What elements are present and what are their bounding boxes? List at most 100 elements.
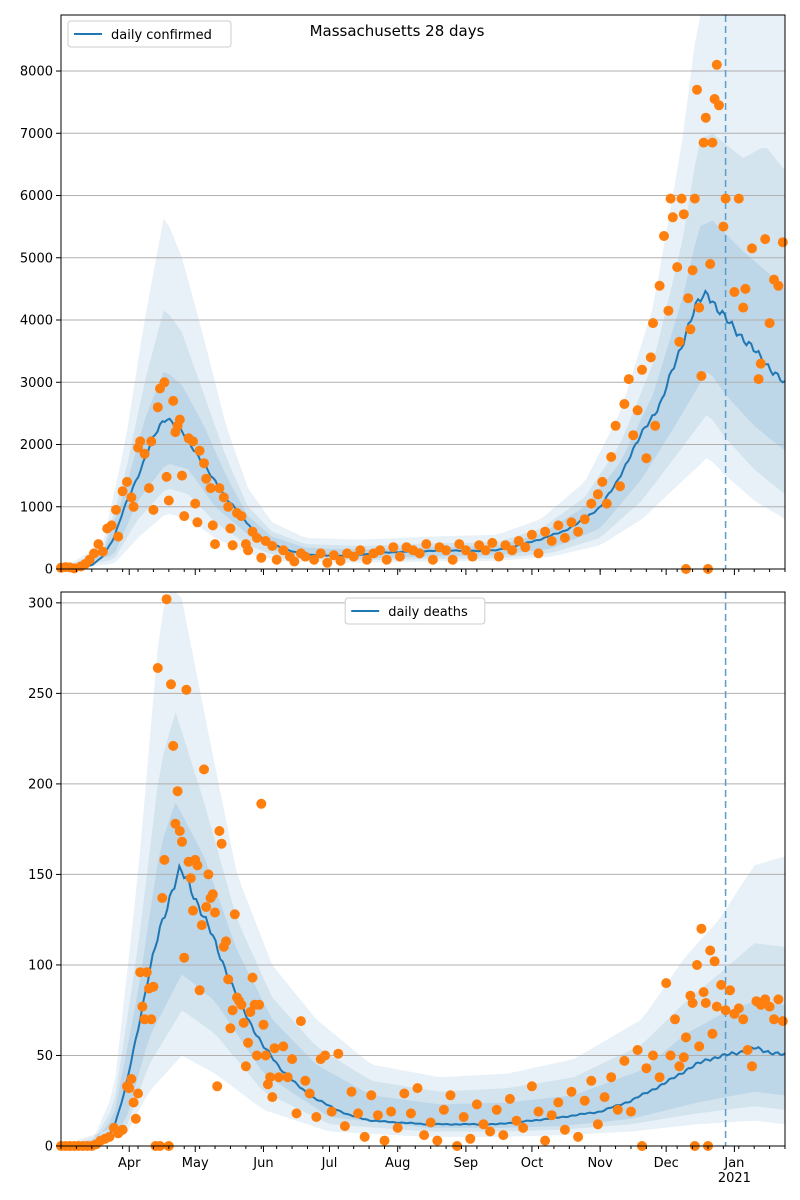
data-point xyxy=(394,551,405,562)
confirmed-y-axis: 0 1000 2000 3000 4000 5000 6000 7000 8000 xyxy=(20,65,61,578)
data-point xyxy=(487,537,498,548)
data-point xyxy=(194,445,205,456)
data-point xyxy=(427,554,438,565)
data-point xyxy=(392,1122,403,1133)
y-tick-label: 3000 xyxy=(20,376,53,391)
data-point xyxy=(269,1043,280,1054)
data-point xyxy=(425,1117,436,1128)
data-point xyxy=(366,1090,377,1101)
data-point xyxy=(166,679,176,690)
data-point xyxy=(210,539,220,550)
data-point xyxy=(705,945,716,956)
data-point xyxy=(441,545,452,556)
confirmed-axes-frame xyxy=(60,14,786,570)
data-point xyxy=(579,514,590,525)
data-point xyxy=(540,1135,551,1146)
data-point xyxy=(705,259,716,269)
x-tick-label: Sep xyxy=(454,1156,479,1171)
data-point xyxy=(207,520,218,531)
data-point xyxy=(681,1032,691,1043)
data-point xyxy=(597,476,608,487)
data-point xyxy=(218,492,229,503)
data-point xyxy=(168,740,179,751)
data-point xyxy=(716,979,727,990)
deaths-line xyxy=(61,862,785,1146)
data-point xyxy=(229,909,240,920)
deaths-panel: 0 50 100 150 200 250 300 Apr May Jun Jul Aug Sep Oct… xyxy=(28,591,788,1186)
data-point xyxy=(632,405,643,416)
data-point xyxy=(111,504,121,515)
data-point xyxy=(399,1088,410,1099)
data-point xyxy=(256,798,267,809)
data-point xyxy=(322,557,333,568)
data-point xyxy=(678,209,689,220)
data-point xyxy=(243,1037,254,1048)
data-point xyxy=(707,137,718,148)
data-point xyxy=(245,1007,256,1017)
data-point xyxy=(419,1130,430,1141)
data-point xyxy=(720,1005,731,1016)
data-point xyxy=(678,1052,689,1063)
data-point xyxy=(460,545,471,556)
confirmed-panel: 0 1000 2000 3000 4000 5000 6000 7000 8000 Massac… xyxy=(20,14,788,578)
data-point xyxy=(628,430,639,441)
data-point xyxy=(161,471,172,482)
data-point xyxy=(278,545,289,556)
data-point xyxy=(698,987,709,998)
data-point xyxy=(273,1072,284,1083)
data-point xyxy=(170,818,181,829)
confirmed-uncertainty-bands xyxy=(61,15,785,569)
data-point xyxy=(355,545,366,556)
data-point xyxy=(216,838,227,849)
data-point xyxy=(659,231,669,241)
data-point xyxy=(117,486,128,497)
data-point xyxy=(258,1019,269,1030)
data-point xyxy=(546,1110,557,1121)
chart-title: Massachusetts 28 days xyxy=(310,22,485,40)
data-point xyxy=(214,483,225,494)
data-point xyxy=(379,1135,390,1146)
data-point xyxy=(278,1041,289,1052)
data-point xyxy=(179,952,190,963)
data-point xyxy=(311,1112,322,1122)
data-point xyxy=(192,517,203,528)
data-point xyxy=(533,548,544,559)
data-point xyxy=(240,1061,251,1072)
data-point xyxy=(152,402,163,413)
x-tick-label: May xyxy=(182,1156,209,1171)
data-point xyxy=(320,1050,331,1061)
data-point xyxy=(161,594,172,605)
data-point xyxy=(485,1126,496,1137)
data-point xyxy=(760,234,771,245)
data-point xyxy=(227,540,238,551)
data-point xyxy=(141,967,152,978)
data-point xyxy=(247,972,258,983)
data-point xyxy=(172,786,183,797)
data-point xyxy=(214,826,225,836)
data-point xyxy=(689,193,700,204)
data-point xyxy=(696,923,707,934)
confirmed-x-axis xyxy=(60,569,786,575)
data-point xyxy=(243,545,254,556)
data-point xyxy=(773,280,784,291)
data-point xyxy=(335,555,346,566)
data-point xyxy=(777,237,788,248)
data-point xyxy=(152,663,163,673)
legend-box xyxy=(344,597,486,625)
y-tick-label: 250 xyxy=(28,687,53,702)
data-point xyxy=(632,1045,643,1055)
data-point xyxy=(207,889,218,900)
data-point xyxy=(733,193,744,204)
legend-label: daily confirmed xyxy=(111,28,212,43)
data-point xyxy=(586,1075,597,1086)
data-point xyxy=(361,554,372,565)
legend-box xyxy=(67,20,232,48)
data-point xyxy=(282,1072,293,1083)
data-point xyxy=(711,59,722,70)
y-tick-label: 150 xyxy=(28,868,53,883)
y-tick-label: 8000 xyxy=(20,65,53,80)
data-point xyxy=(566,517,577,528)
band-middle xyxy=(61,712,785,1146)
data-point xyxy=(755,358,766,369)
